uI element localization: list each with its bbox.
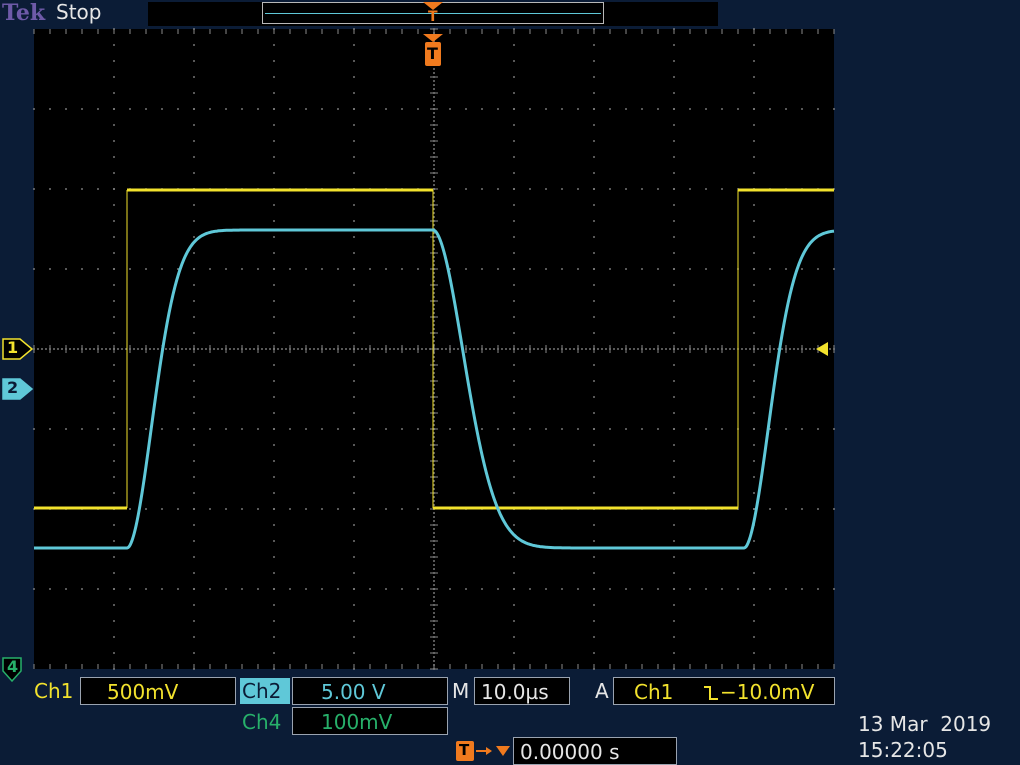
time-readout: 15:22:05: [858, 738, 948, 762]
trigger-mode: A: [595, 679, 609, 703]
timebase-value: 10.0µs: [481, 680, 549, 704]
ch2-ground-marker[interactable]: 2: [2, 378, 34, 400]
ch4-scale-box[interactable]: 100mV: [292, 707, 448, 735]
ch2-scale-box[interactable]: 5.00 V: [292, 677, 448, 705]
trigger-level-icon[interactable]: [814, 341, 830, 357]
ch4-label[interactable]: Ch4: [242, 710, 282, 734]
ch4-scale: 100mV: [321, 710, 393, 734]
trigger-position-box[interactable]: 0.00000 s: [513, 737, 677, 765]
timebase-label: M: [452, 679, 470, 703]
trigger-source: Ch1: [634, 680, 674, 704]
ch2-trace: [34, 228, 835, 550]
trigger-position-value: 0.00000 s: [520, 740, 620, 764]
trigger-position-icon: T: [456, 740, 516, 762]
ch2-label-box[interactable]: Ch2: [240, 678, 290, 704]
ch1-trace-edges: [126, 190, 739, 508]
trigger-point-marker[interactable]: T: [423, 34, 443, 68]
ch1-scale: 500mV: [107, 680, 179, 704]
timebase-box[interactable]: 10.0µs: [474, 677, 570, 705]
ch1-ground-marker[interactable]: 1: [2, 338, 34, 360]
ch1-scale-box[interactable]: 500mV: [80, 677, 236, 705]
ch2-label: Ch2: [242, 679, 282, 703]
trigger-level: −10.0mV: [720, 680, 815, 704]
ch2-scale: 5.00 V: [321, 680, 386, 704]
ch1-label[interactable]: Ch1: [34, 679, 74, 703]
falling-edge-icon: [704, 686, 718, 700]
trigger-readout-box[interactable]: Ch1 −10.0mV: [613, 677, 835, 705]
ch4-ground-marker[interactable]: 4: [2, 657, 24, 683]
run-state: Stop: [56, 0, 102, 24]
brand-logo: Tek: [2, 0, 46, 26]
trigger-position-top-icon[interactable]: T: [423, 2, 443, 26]
ch1-trace: [34, 188, 834, 510]
date-readout: 13 Mar 2019: [858, 712, 992, 736]
grid-lines: [33, 28, 835, 670]
